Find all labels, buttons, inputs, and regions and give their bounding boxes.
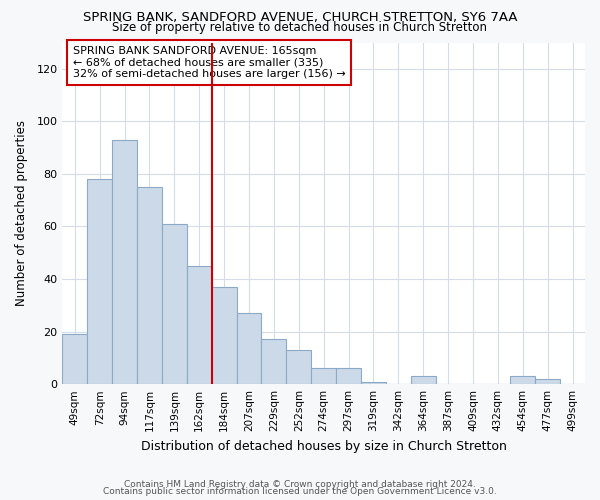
- Bar: [212, 287, 236, 384]
- Text: Size of property relative to detached houses in Church Stretton: Size of property relative to detached ho…: [113, 21, 487, 34]
- Bar: [162, 224, 187, 384]
- Bar: [236, 313, 262, 384]
- Bar: [361, 382, 386, 384]
- Bar: [535, 379, 560, 384]
- Text: Contains HM Land Registry data © Crown copyright and database right 2024.: Contains HM Land Registry data © Crown c…: [124, 480, 476, 489]
- Bar: [311, 368, 336, 384]
- Bar: [286, 350, 311, 384]
- Text: SPRING BANK, SANDFORD AVENUE, CHURCH STRETTON, SY6 7AA: SPRING BANK, SANDFORD AVENUE, CHURCH STR…: [83, 11, 517, 24]
- Bar: [262, 340, 286, 384]
- Bar: [187, 266, 212, 384]
- Bar: [336, 368, 361, 384]
- Bar: [411, 376, 436, 384]
- Y-axis label: Number of detached properties: Number of detached properties: [15, 120, 28, 306]
- X-axis label: Distribution of detached houses by size in Church Stretton: Distribution of detached houses by size …: [141, 440, 506, 452]
- Text: Contains public sector information licensed under the Open Government Licence v3: Contains public sector information licen…: [103, 487, 497, 496]
- Bar: [62, 334, 87, 384]
- Bar: [87, 179, 112, 384]
- Bar: [511, 376, 535, 384]
- Text: SPRING BANK SANDFORD AVENUE: 165sqm
← 68% of detached houses are smaller (335)
3: SPRING BANK SANDFORD AVENUE: 165sqm ← 68…: [73, 46, 346, 79]
- Bar: [137, 187, 162, 384]
- Bar: [112, 140, 137, 384]
